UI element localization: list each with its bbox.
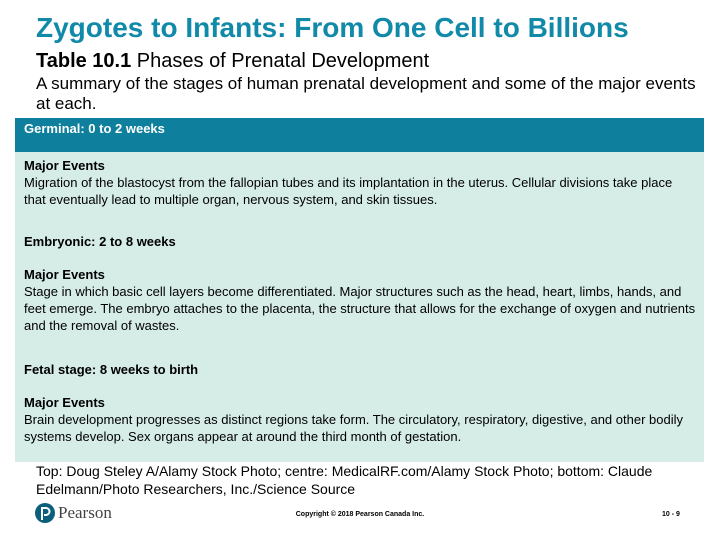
photo-credit: Top: Doug Steley A/Alamy Stock Photo; ce…: [36, 463, 653, 497]
events-text: Stage in which basic cell layers become …: [24, 284, 696, 333]
events-label: Major Events: [24, 158, 105, 173]
events-label: Major Events: [24, 395, 105, 410]
pearson-logo: [35, 503, 55, 523]
stage-heading: Germinal: 0 to 2 weeks: [24, 121, 165, 136]
page-number: 10 - 9: [662, 511, 680, 518]
events-label: Major Events: [24, 267, 105, 282]
events-text: Brain development progresses as distinct…: [24, 412, 683, 444]
table-label: Table 10.1: [36, 50, 132, 72]
brand-name: Pearson: [58, 503, 112, 522]
stage-heading: Embryonic: 2 to 8 weeks: [24, 234, 176, 249]
table-body: Major Events Migration of the blastocyst…: [15, 152, 704, 462]
events-text: Migration of the blastocyst from the fal…: [24, 175, 673, 207]
table-header-bar: Germinal: 0 to 2 weeks: [15, 118, 704, 152]
caption: A summary of the stages of human prenata…: [36, 74, 696, 113]
table-title-line: Table 10.1 Phases of Prenatal Developmen…: [36, 50, 429, 73]
copyright: Copyright © 2018 Pearson Canada Inc.: [295, 511, 425, 518]
stage-heading: Fetal stage: 8 weeks to birth: [24, 362, 199, 377]
slide-title: Zygotes to Infants: From One Cell to Bil…: [36, 12, 629, 43]
table-title: Phases of Prenatal Development: [136, 50, 430, 72]
